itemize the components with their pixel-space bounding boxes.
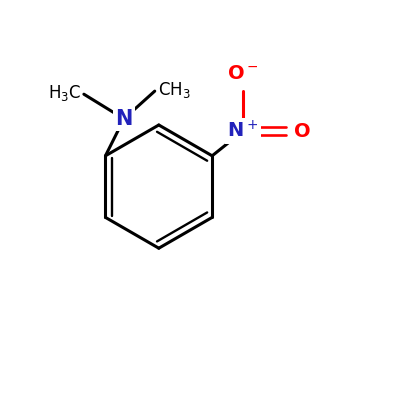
Text: O: O [294, 122, 310, 141]
Text: H$_3$C: H$_3$C [48, 83, 81, 103]
Text: O$^-$: O$^-$ [227, 64, 259, 84]
Text: N: N [115, 109, 133, 129]
Text: N$^+$: N$^+$ [227, 120, 258, 142]
Text: CH$_3$: CH$_3$ [158, 80, 190, 100]
